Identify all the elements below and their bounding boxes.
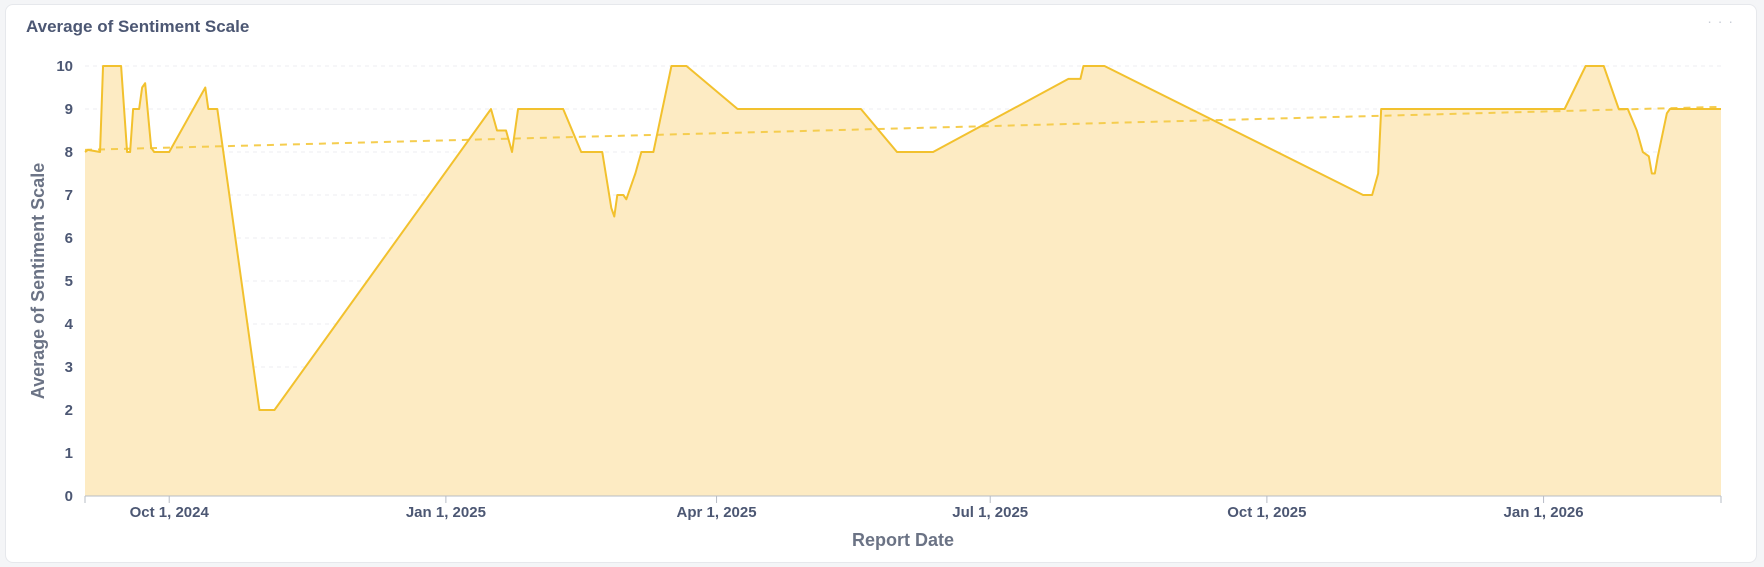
- area-fill: [85, 66, 1721, 496]
- card-title: Average of Sentiment Scale: [26, 17, 250, 36]
- y-tick-label: 7: [65, 187, 73, 204]
- ellipsis-icon[interactable]: · · ·: [1707, 13, 1734, 29]
- y-tick-label: 9: [65, 101, 73, 118]
- y-axis-label: Average of Sentiment Scale: [28, 163, 48, 399]
- y-tick-label: 10: [56, 58, 73, 75]
- x-tick-label: Jan 1, 2026: [1504, 504, 1584, 521]
- y-tick-label: 6: [65, 230, 73, 247]
- y-tick-label: 3: [65, 359, 73, 376]
- y-tick-label: 5: [65, 273, 73, 290]
- series-line: [84, 65, 1721, 411]
- y-tick-label: 8: [65, 144, 73, 161]
- x-tick-label: Oct 1, 2024: [130, 504, 210, 521]
- y-tick-label: 0: [65, 488, 73, 505]
- plot-area: [84, 65, 1722, 496]
- y-tick-label: 2: [65, 402, 73, 419]
- y-tick-labels: 0 1 2 3 4 5 6 7 8 9 10: [56, 58, 73, 505]
- x-tick-label: Jul 1, 2025: [952, 504, 1028, 521]
- y-tick-label: 4: [65, 316, 74, 333]
- x-tick-labels: Oct 1, 2024 Jan 1, 2025 Apr 1, 2025 Jul 1, …: [130, 504, 1584, 521]
- x-tick-label: Oct 1, 2025: [1227, 504, 1306, 521]
- x-axis-label: Report Date: [852, 530, 954, 550]
- y-tick-label: 1: [65, 445, 73, 462]
- x-tick-label: Apr 1, 2025: [677, 504, 757, 521]
- x-tick-label: Jan 1, 2025: [406, 504, 486, 521]
- axes: [84, 495, 1722, 503]
